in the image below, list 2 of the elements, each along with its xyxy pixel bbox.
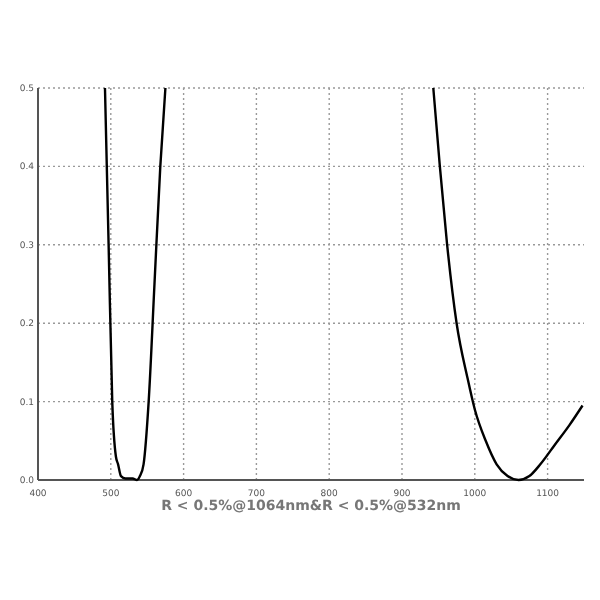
line-series	[103, 86, 167, 482]
line-series	[432, 86, 584, 482]
